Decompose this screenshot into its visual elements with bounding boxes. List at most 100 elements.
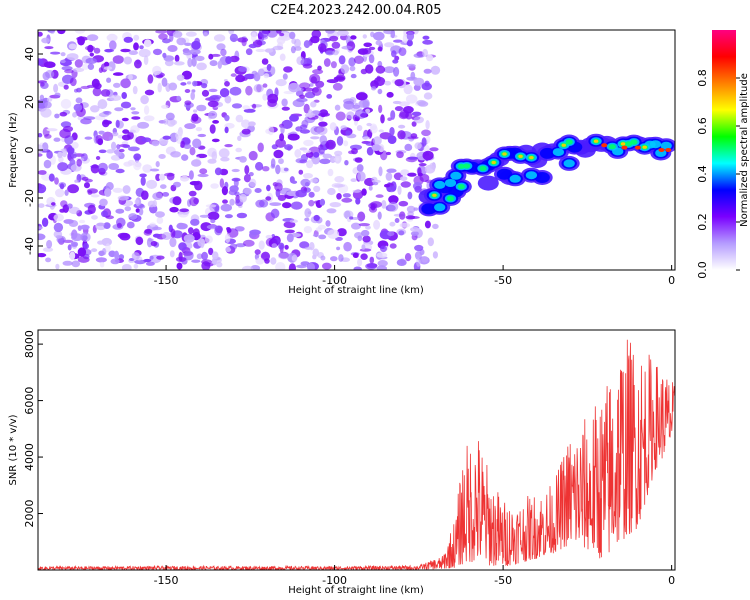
noise-blob bbox=[64, 189, 69, 196]
noise-blob bbox=[70, 241, 79, 247]
noise-blob bbox=[366, 146, 374, 156]
noise-blob bbox=[134, 259, 147, 265]
noise-blob bbox=[392, 59, 399, 64]
noise-blob bbox=[190, 218, 200, 226]
noise-blob bbox=[235, 74, 246, 83]
noise-blob bbox=[361, 229, 370, 237]
noise-blob bbox=[308, 191, 315, 198]
noise-blob bbox=[67, 146, 75, 155]
noise-blob bbox=[313, 185, 321, 193]
noise-blob bbox=[341, 45, 353, 50]
noise-blob bbox=[362, 98, 370, 109]
signal-blob bbox=[502, 152, 507, 156]
noise-blob bbox=[422, 150, 434, 161]
noise-blob bbox=[225, 246, 232, 253]
noise-blob bbox=[238, 66, 248, 72]
noise-blob bbox=[311, 155, 321, 165]
noise-blob bbox=[38, 170, 47, 175]
noise-blob bbox=[258, 68, 265, 77]
heatmap-y-label: Frequency (Hz) bbox=[8, 112, 19, 188]
noise-blob bbox=[377, 46, 383, 52]
noise-blob bbox=[270, 208, 280, 219]
noise-blob bbox=[197, 173, 209, 178]
noise-blob bbox=[164, 172, 175, 177]
noise-blob bbox=[106, 149, 115, 154]
noise-blob bbox=[194, 180, 203, 191]
noise-blob bbox=[244, 73, 256, 80]
noise-blob bbox=[282, 73, 288, 80]
noise-blob bbox=[192, 228, 200, 238]
noise-blob bbox=[327, 168, 334, 177]
noise-blob bbox=[197, 238, 206, 247]
noise-blob bbox=[90, 194, 100, 198]
noise-blob bbox=[276, 30, 282, 34]
noise-blob bbox=[249, 229, 261, 236]
noise-blob bbox=[77, 36, 85, 46]
noise-blob bbox=[188, 170, 194, 180]
noise-blob bbox=[432, 223, 439, 230]
noise-blob bbox=[191, 57, 197, 67]
noise-blob bbox=[101, 210, 108, 217]
noise-blob bbox=[143, 39, 152, 48]
noise-blob bbox=[249, 178, 257, 187]
noise-blob bbox=[310, 136, 320, 140]
noise-blob bbox=[92, 87, 102, 97]
noise-blob bbox=[162, 52, 167, 59]
noise-blob bbox=[162, 192, 170, 197]
noise-blob bbox=[55, 263, 60, 270]
noise-blob bbox=[89, 52, 95, 57]
noise-blob bbox=[310, 76, 317, 84]
noise-blob bbox=[374, 76, 386, 86]
noise-blob bbox=[397, 130, 406, 140]
signal-blob bbox=[608, 144, 616, 150]
noise-blob bbox=[152, 48, 163, 56]
noise-blob bbox=[53, 222, 64, 233]
noise-blob bbox=[227, 228, 239, 238]
noise-blob bbox=[381, 200, 387, 209]
noise-blob bbox=[176, 223, 188, 230]
noise-blob bbox=[262, 93, 268, 101]
noise-blob bbox=[184, 42, 192, 46]
noise-blob bbox=[388, 195, 399, 204]
noise-blob bbox=[174, 54, 180, 63]
noise-blob bbox=[229, 243, 237, 250]
noise-blob bbox=[410, 231, 419, 237]
signal-blob bbox=[457, 184, 465, 190]
signal-blob bbox=[563, 159, 575, 168]
noise-blob bbox=[219, 178, 225, 188]
noise-blob bbox=[416, 258, 421, 267]
noise-blob bbox=[138, 204, 146, 209]
heatmap-noise-layer bbox=[38, 30, 441, 270]
noise-blob bbox=[421, 129, 431, 137]
noise-blob bbox=[53, 83, 59, 93]
noise-blob bbox=[365, 108, 371, 114]
noise-blob bbox=[112, 187, 124, 193]
noise-blob bbox=[80, 118, 92, 125]
noise-blob bbox=[120, 101, 132, 109]
noise-blob bbox=[403, 84, 413, 95]
noise-blob bbox=[385, 151, 392, 156]
noise-blob bbox=[149, 168, 160, 172]
noise-blob bbox=[322, 153, 332, 159]
noise-blob bbox=[377, 260, 388, 267]
y-tick-label: 40 bbox=[23, 47, 36, 61]
noise-blob bbox=[380, 245, 387, 253]
noise-blob bbox=[229, 185, 239, 193]
noise-blob bbox=[161, 77, 168, 87]
noise-blob bbox=[336, 246, 341, 251]
noise-blob bbox=[106, 33, 118, 42]
snr-line bbox=[38, 339, 675, 570]
noise-blob bbox=[278, 242, 285, 250]
snr-y-ticks: 2000 4000 6000 8000 bbox=[23, 330, 43, 528]
noise-blob bbox=[50, 51, 61, 55]
noise-blob bbox=[296, 97, 308, 103]
noise-blob bbox=[81, 235, 88, 241]
noise-blob bbox=[86, 34, 99, 41]
noise-blob bbox=[186, 81, 192, 85]
noise-blob bbox=[299, 94, 306, 99]
noise-blob bbox=[248, 172, 254, 177]
noise-blob bbox=[87, 44, 94, 53]
noise-blob bbox=[193, 109, 198, 113]
snr-x-ticks: -150 -100 -50 0 bbox=[154, 565, 675, 587]
signal-blob bbox=[593, 139, 599, 143]
